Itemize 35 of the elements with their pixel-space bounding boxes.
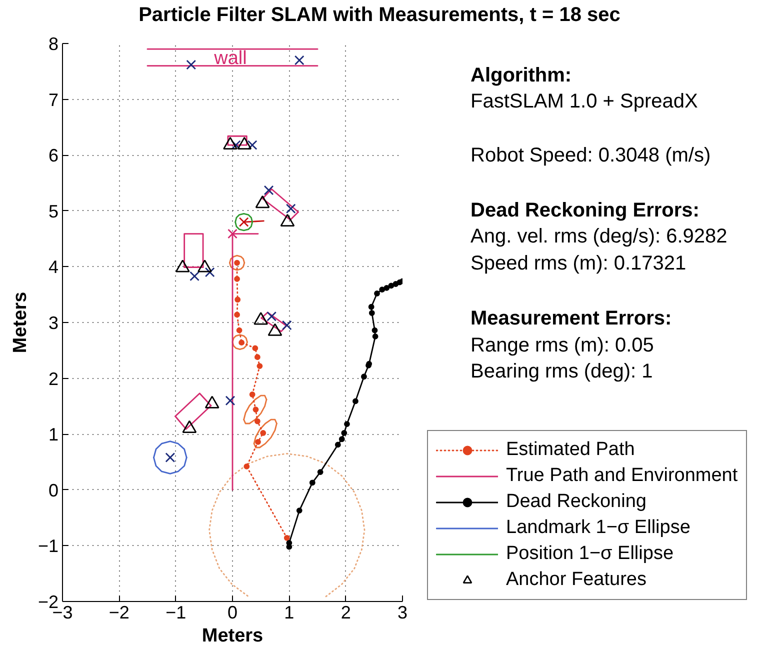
y-tick-label: −1 bbox=[38, 536, 59, 556]
y-tick-label: 6 bbox=[48, 146, 59, 166]
y-tick-label: 8 bbox=[48, 34, 59, 54]
y-tick-label: 1 bbox=[48, 424, 59, 445]
y-tick-label: 4 bbox=[48, 257, 59, 278]
y-tick-label: 3 bbox=[48, 313, 59, 333]
x-tick-label: −1 bbox=[166, 602, 186, 622]
legend-label: Anchor Features bbox=[506, 569, 646, 591]
chart-title: Particle Filter SLAM with Measurements, t = 18 sec bbox=[138, 3, 620, 28]
text: Bearing rms (deg): 1 bbox=[470, 360, 653, 382]
legend-label: Estimated Path bbox=[506, 439, 635, 461]
y-tick-label: 0 bbox=[48, 480, 59, 500]
x-tick-label: 2 bbox=[340, 602, 351, 622]
annotation: wall bbox=[213, 48, 247, 69]
text: Ang. vel. rms (deg/s): 6.9282 bbox=[470, 226, 728, 248]
x-tick-label: 3 bbox=[397, 602, 408, 622]
x-tick-label: 1 bbox=[284, 602, 294, 622]
legend-label: True Path and Environment bbox=[506, 465, 738, 487]
text: Dead Reckoning Errors: bbox=[470, 200, 700, 222]
y-tick-label: 7 bbox=[48, 90, 59, 110]
text: Measurement Errors: bbox=[470, 308, 672, 330]
y-axis-title: Meters bbox=[10, 292, 31, 354]
x-tick-label: −2 bbox=[108, 602, 130, 622]
legend-label: Position 1−σ Ellipse bbox=[506, 543, 674, 565]
legend-label: Landmark 1−σ Ellipse bbox=[506, 517, 690, 539]
text: Algorithm: bbox=[470, 64, 572, 86]
text: Robot Speed: 0.3048 (m/s) bbox=[470, 144, 711, 166]
x-tick-label: 0 bbox=[227, 602, 238, 622]
y-tick-label: 2 bbox=[48, 368, 59, 389]
y-tick-label: 5 bbox=[48, 201, 59, 222]
text: Speed rms (m): 0.17321 bbox=[470, 252, 686, 274]
text: Range rms (m): 0.05 bbox=[470, 334, 654, 356]
text: FastSLAM 1.0 + SpreadX bbox=[470, 90, 698, 112]
x-axis-title: Meters bbox=[202, 626, 264, 646]
legend-label: Dead Reckoning bbox=[506, 491, 646, 513]
